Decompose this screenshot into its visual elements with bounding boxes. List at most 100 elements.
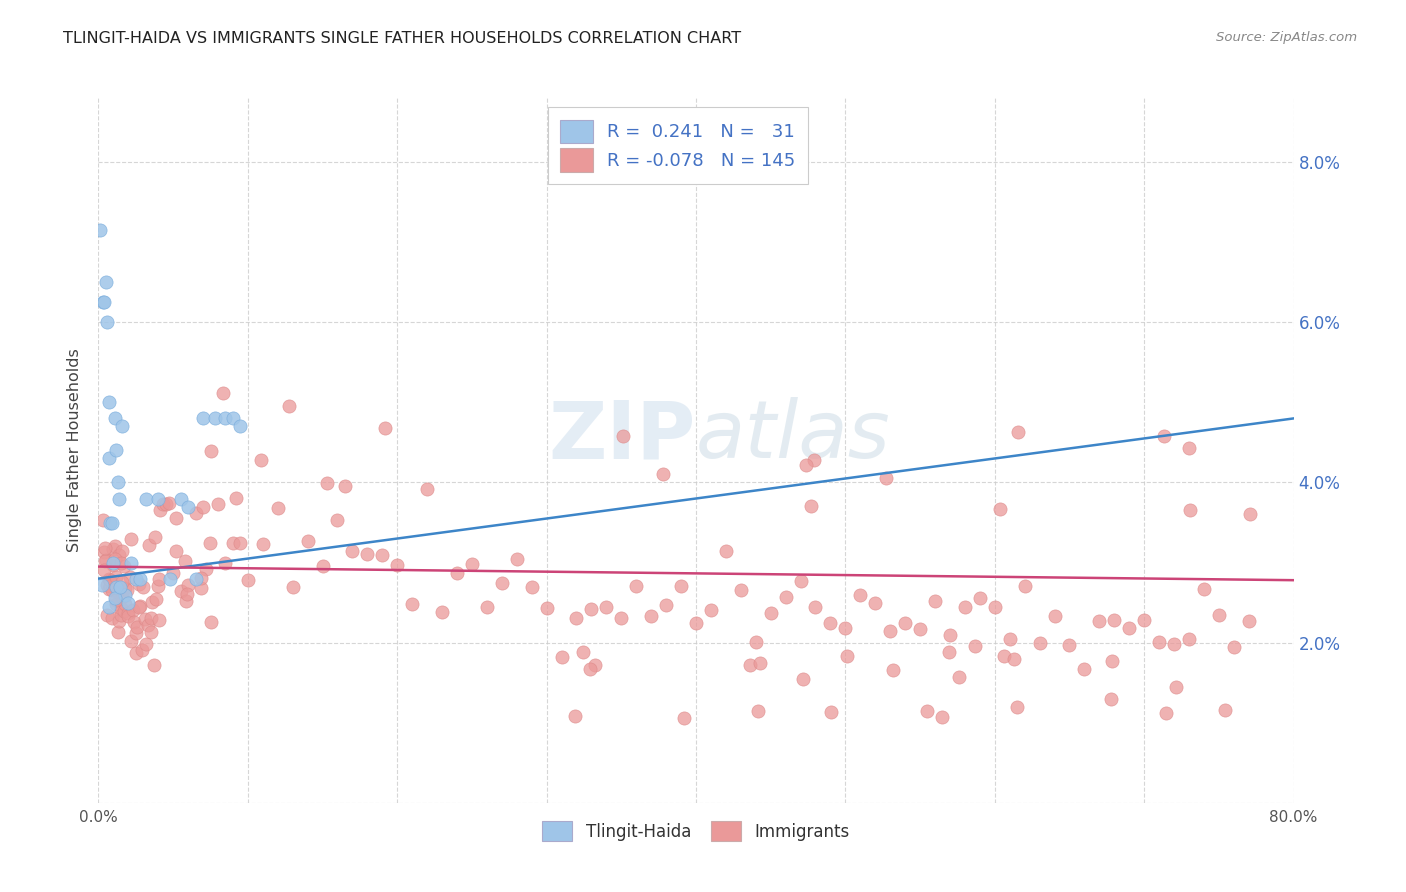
- Point: [93, 563, 115, 577]
- Point: [931, 710, 953, 724]
- Point: [105, 592, 128, 607]
- Point: [191, 411, 214, 425]
- Point: [148, 613, 170, 627]
- Point: [315, 475, 337, 490]
- Point: [97, 582, 120, 596]
- Point: [101, 516, 124, 530]
- Point: [98, 516, 122, 530]
- Point: [924, 594, 946, 608]
- Point: [91, 295, 114, 310]
- Point: [1014, 579, 1036, 593]
- Point: [120, 556, 142, 570]
- Point: [1178, 441, 1201, 455]
- Point: [190, 581, 212, 595]
- Point: [222, 411, 245, 425]
- Point: [700, 603, 723, 617]
- Point: [155, 497, 177, 511]
- Point: [835, 648, 858, 663]
- Point: [191, 500, 214, 514]
- Point: [103, 542, 125, 557]
- Point: [128, 600, 150, 615]
- Point: [110, 608, 132, 623]
- Point: [110, 556, 132, 570]
- Point: [612, 429, 634, 443]
- Point: [745, 634, 768, 648]
- Point: [1101, 653, 1123, 667]
- Point: [834, 621, 856, 635]
- Point: [136, 618, 159, 632]
- Point: [114, 581, 136, 595]
- Point: [149, 503, 172, 517]
- Point: [148, 579, 170, 593]
- Point: [820, 705, 842, 719]
- Point: [1007, 425, 1029, 439]
- Point: [1163, 637, 1185, 651]
- Point: [207, 497, 229, 511]
- Legend: Tlingit-Haida, Immigrants: Tlingit-Haida, Immigrants: [536, 814, 856, 847]
- Point: [105, 570, 128, 584]
- Point: [953, 599, 976, 614]
- Point: [114, 588, 136, 602]
- Point: [111, 575, 134, 590]
- Point: [104, 551, 127, 566]
- Point: [626, 578, 648, 592]
- Point: [169, 584, 191, 599]
- Point: [177, 500, 200, 514]
- Point: [1153, 429, 1175, 443]
- Point: [177, 577, 200, 591]
- Point: [1073, 661, 1095, 675]
- Point: [1118, 622, 1140, 636]
- Point: [371, 548, 394, 562]
- Point: [550, 649, 572, 664]
- Point: [849, 588, 872, 602]
- Point: [652, 467, 675, 482]
- Point: [211, 385, 233, 400]
- Point: [162, 566, 184, 581]
- Point: [572, 645, 595, 659]
- Point: [1208, 608, 1230, 623]
- Point: [127, 620, 149, 634]
- Point: [108, 548, 131, 562]
- Point: [114, 597, 136, 611]
- Point: [685, 616, 707, 631]
- Point: [138, 538, 160, 552]
- Point: [132, 580, 155, 594]
- Point: [103, 558, 125, 573]
- Point: [311, 559, 333, 574]
- Point: [89, 223, 111, 237]
- Point: [104, 591, 127, 605]
- Point: [108, 491, 131, 506]
- Point: [1178, 503, 1201, 517]
- Point: [820, 616, 842, 631]
- Point: [1213, 703, 1236, 717]
- Point: [97, 451, 120, 466]
- Point: [578, 661, 600, 675]
- Point: [939, 628, 962, 642]
- Point: [94, 275, 117, 289]
- Point: [200, 615, 222, 630]
- Point: [135, 638, 157, 652]
- Point: [152, 497, 174, 511]
- Point: [342, 544, 364, 558]
- Point: [1028, 636, 1050, 650]
- Point: [669, 579, 692, 593]
- Point: [446, 566, 468, 580]
- Point: [1178, 632, 1201, 646]
- Point: [250, 452, 273, 467]
- Point: [190, 571, 212, 585]
- Point: [120, 532, 142, 546]
- Point: [97, 395, 120, 409]
- Point: [159, 572, 181, 586]
- Point: [107, 584, 129, 599]
- Point: [730, 582, 752, 597]
- Point: [148, 572, 170, 586]
- Point: [267, 500, 290, 515]
- Point: [792, 672, 814, 686]
- Point: [94, 554, 117, 568]
- Point: [278, 399, 301, 413]
- Point: [117, 596, 139, 610]
- Point: [1147, 635, 1170, 649]
- Point: [948, 670, 970, 684]
- Point: [1223, 640, 1246, 654]
- Text: TLINGIT-HAIDA VS IMMIGRANTS SINGLE FATHER HOUSEHOLDS CORRELATION CHART: TLINGIT-HAIDA VS IMMIGRANTS SINGLE FATHE…: [63, 31, 741, 46]
